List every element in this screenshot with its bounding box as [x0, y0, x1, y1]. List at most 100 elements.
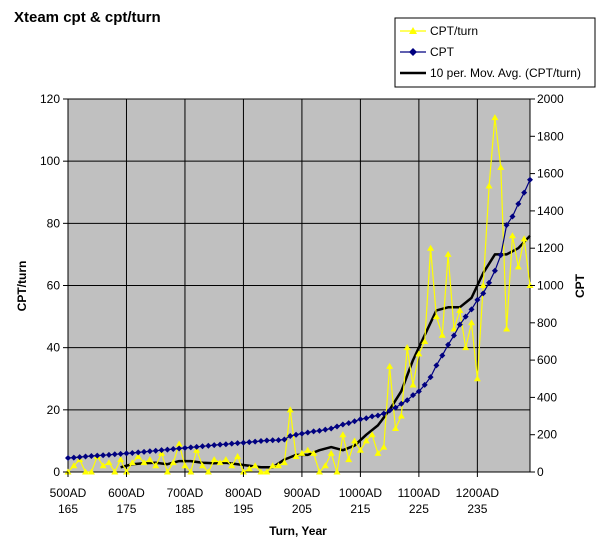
cpt-turn-point [409, 381, 417, 388]
cpt-point [480, 290, 487, 297]
cpt-point [152, 447, 159, 454]
cpt-point [275, 437, 282, 444]
cpt-turn-point [105, 459, 113, 466]
x-tick-turn-label: 235 [467, 502, 487, 516]
cpt-turn-point [444, 250, 452, 257]
cpt-turn-point [122, 468, 130, 475]
cpt-turn-point [327, 449, 335, 456]
cpt-turn-point [134, 452, 142, 459]
cpt-point [257, 438, 264, 445]
cpt-turn-point [351, 437, 359, 444]
cpt-turn-point [298, 449, 306, 456]
cpt-turn-point [87, 468, 95, 475]
cpt-point [117, 450, 124, 457]
cpt-point [82, 453, 89, 460]
cpt-point [491, 267, 498, 274]
cpt-turn-point [491, 114, 499, 121]
x-tick-year-label: 1200AD [456, 486, 500, 500]
cpt-turn-point [210, 456, 218, 463]
left-tick-label: 100 [40, 154, 60, 168]
cpt-point [439, 352, 446, 359]
right-tick-label: 400 [537, 390, 557, 404]
cpt-turn-layer [64, 114, 534, 475]
left-tick-label: 120 [40, 92, 60, 106]
cpt-point [211, 442, 218, 449]
cpt-point [521, 189, 528, 196]
cpt-point [433, 362, 440, 369]
cpt-turn-point [438, 331, 446, 338]
cpt-turn-point [368, 431, 376, 438]
cpt-point [316, 427, 323, 434]
x-tick-year-label: 500AD [50, 486, 87, 500]
cpt-point [222, 441, 229, 448]
x-tick-turn-label: 225 [409, 502, 429, 516]
cpt-point [462, 313, 469, 320]
cpt-point [392, 404, 399, 411]
cpt-turn-point [503, 325, 511, 332]
right-tick-label: 1200 [537, 241, 564, 255]
cpt-point [176, 445, 183, 452]
cpt-turn-point [386, 362, 394, 369]
cpt-point [135, 449, 142, 456]
cpt-point [369, 413, 376, 420]
cpt-point [76, 454, 83, 461]
cpt-turn-point [70, 462, 78, 469]
right-tick-label: 200 [537, 428, 557, 442]
x-tick-turn-label: 205 [292, 502, 312, 516]
cpt-point [205, 442, 212, 449]
cpt-turn-point [216, 459, 224, 466]
cpt-turn-point [339, 431, 347, 438]
right-tick-label: 1800 [537, 129, 564, 143]
cpt-turn-point [508, 232, 516, 239]
cpt-point [269, 437, 276, 444]
cpt-turn-point [421, 337, 429, 344]
cpt-turn-point [275, 462, 283, 469]
cpt-turn-point [356, 446, 364, 453]
cpt-point [246, 439, 253, 446]
cpt-point [146, 448, 153, 455]
cpt-turn-point [181, 462, 189, 469]
cpt-turn-point [468, 319, 476, 326]
cpt-point [339, 421, 346, 428]
legend-box [394, 17, 596, 88]
cpt-turn-point [239, 468, 247, 475]
cpt-turn-point [269, 462, 277, 469]
cpt-point [304, 429, 311, 436]
cpt-turn-point [257, 468, 265, 475]
cpt-point [170, 446, 177, 453]
cpt-turn-point [391, 424, 399, 431]
left-axis-title: CPT/turn [15, 261, 29, 312]
cpt-point [509, 213, 516, 220]
x-tick-year-label: 600AD [108, 486, 145, 500]
cpt-turn-point [152, 462, 160, 469]
cpt-layer [65, 176, 533, 462]
cpt-point [322, 426, 329, 433]
left-tick-label: 80 [47, 216, 61, 230]
right-axis-ticks: 0 200 400 600 800 1000 1200 1400 1600 1800 2000 [530, 92, 564, 479]
cpt-turn-point [333, 468, 341, 475]
cpt-turn-point [345, 456, 353, 463]
cpt-turn-point [304, 446, 312, 453]
cpt-point [445, 341, 452, 348]
x-axis-ticks: 500AD 165 600AD 175 700AD 185 800AD 195 900AD 205… [50, 472, 500, 516]
legend: CPT/turn CPT 10 per. Mov. Avg. (CPT/turn… [394, 17, 596, 88]
cpt-turn-point [175, 440, 183, 447]
cpt-turn-point [222, 456, 230, 463]
cpt-turn-point [117, 456, 125, 463]
right-tick-label: 2000 [537, 92, 564, 106]
cpt-turn-point [286, 406, 294, 413]
cpt-point [410, 392, 417, 399]
cpt-turn-point [228, 462, 236, 469]
cpt-point [334, 423, 341, 430]
cpt-point [351, 418, 358, 425]
cpt-turn-point [374, 449, 382, 456]
legend-label-cpt-turn: CPT/turn [430, 24, 478, 38]
cpt-point [100, 452, 107, 459]
cpt-turn-point [146, 456, 154, 463]
cpt-turn-point [280, 459, 288, 466]
cpt-point [450, 332, 457, 339]
cpt-point [141, 448, 148, 455]
cpt-point [164, 446, 171, 453]
cpt-point [398, 400, 405, 407]
x-tick-turn-label: 175 [116, 502, 136, 516]
